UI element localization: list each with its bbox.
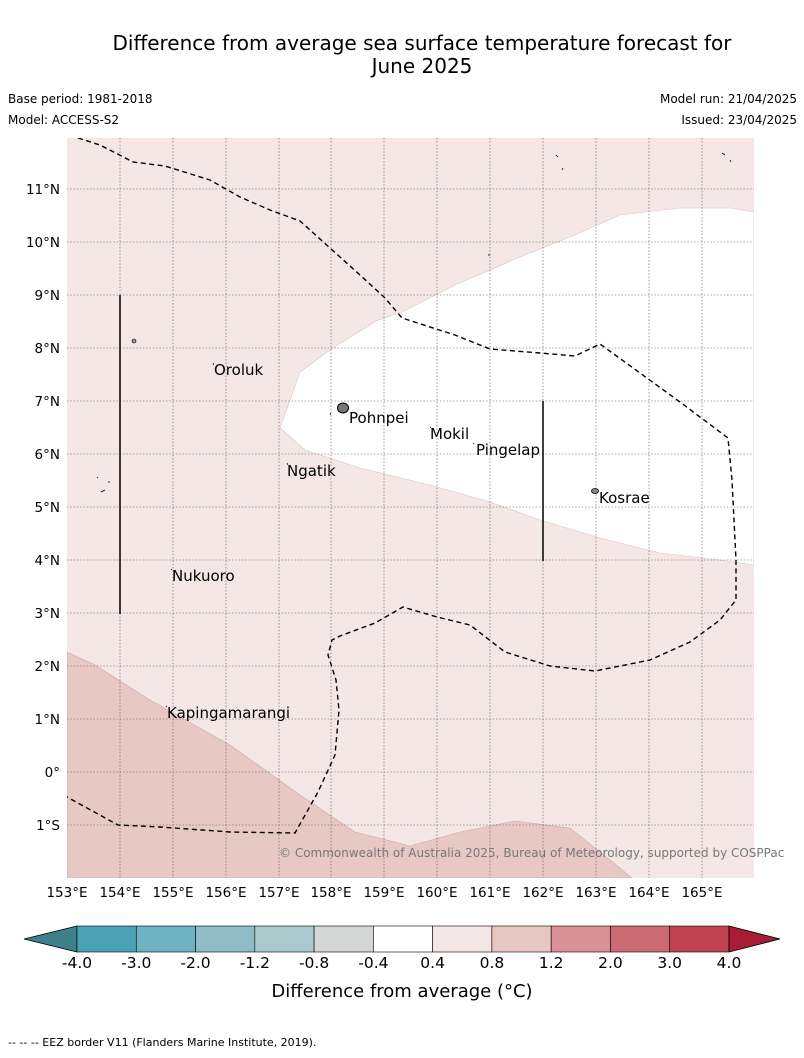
colorbar-tick-label: -1.2 <box>240 954 270 972</box>
lon-label: 155°E <box>152 885 193 901</box>
lat-label: 7°N <box>35 394 60 410</box>
lat-label: 11°N <box>26 182 60 198</box>
colorbar-tick-label: 2.0 <box>598 954 623 972</box>
place-label-kapingamarangi: Kapingamarangi <box>167 704 290 722</box>
colorbar-tick-label: -4.0 <box>62 954 92 972</box>
lon-label: 162°E <box>522 885 563 901</box>
anomaly-band-0-8-to-1-2 <box>67 651 633 878</box>
lon-label: 158°E <box>310 885 351 901</box>
sst-anomaly-map: Oroluk Pohnpei Mokil Pingelap Ngatik Kos… <box>23 138 784 1002</box>
lat-label: 9°N <box>35 288 60 304</box>
pohnpei-island <box>337 402 349 414</box>
graticule <box>67 138 754 878</box>
colorbar-cells <box>76 925 730 953</box>
colorbar-cell <box>76 925 137 953</box>
colorbar-under-arrow <box>23 925 78 953</box>
colorbar-cell <box>373 925 433 953</box>
colorbar-tick-label: 4.0 <box>717 954 742 972</box>
small-islets <box>96 152 732 708</box>
lon-label: 161°E <box>469 885 510 901</box>
place-label-oroluk: Oroluk <box>214 361 263 379</box>
colorbar-tick-label: 3.0 <box>657 954 682 972</box>
near-average-region <box>279 207 754 566</box>
lat-label: 3°N <box>35 606 60 622</box>
colorbar-cell <box>313 925 374 953</box>
colorbar-ticks: -4.0 -3.0 -2.0 -1.2 -0.8 -0.4 0.4 0.8 1.2 2.0 3.0 4… <box>62 954 741 972</box>
colorbar-tick-label: -2.0 <box>180 954 210 972</box>
colorbar-cell <box>550 925 611 953</box>
model-run-date: Model run: 21/04/2025 <box>659 92 797 106</box>
title-line-2: June 2025 <box>371 54 473 78</box>
place-label-pohnpei: Pohnpei <box>349 409 409 427</box>
lon-label: 164°E <box>628 885 669 901</box>
colorbar-cell <box>491 925 552 953</box>
lat-label: 8°N <box>35 341 60 357</box>
place-label-mokil: Mokil <box>430 425 469 443</box>
base-period: Base period: 1981-2018 <box>8 92 153 106</box>
colorbar-tick-label: -0.4 <box>358 954 388 972</box>
chart-title: Difference from average sea surface temp… <box>40 32 804 78</box>
lon-label: 154°E <box>99 885 140 901</box>
island-dot <box>131 338 137 344</box>
lat-label: 1°S <box>36 818 60 834</box>
colorbar: -4.0 -3.0 -2.0 -1.2 -0.8 -0.4 0.4 0.8 1.2 2.0 3.0 4… <box>23 925 781 1002</box>
longitude-labels: 153°E 154°E 155°E 156°E 157°E 158°E 159°… <box>46 885 722 901</box>
colorbar-over-arrow <box>728 925 781 953</box>
lon-label: 153°E <box>46 885 87 901</box>
colorbar-tick-label: -0.8 <box>299 954 329 972</box>
issued-date: Issued: 23/04/2025 <box>681 113 797 127</box>
colorbar-cell <box>432 925 493 953</box>
lon-label: 160°E <box>416 885 457 901</box>
lat-label: 6°N <box>35 447 60 463</box>
colorbar-tick-label: 0.4 <box>420 954 445 972</box>
colorbar-title: Difference from average (°C) <box>271 981 532 1002</box>
model-name: Model: ACCESS-S2 <box>8 113 120 127</box>
map-area <box>67 138 754 878</box>
place-label-nukuoro: Nukuoro <box>172 567 235 585</box>
lon-label: 157°E <box>258 885 299 901</box>
lon-label: 165°E <box>681 885 722 901</box>
colorbar-tick-label: 1.2 <box>539 954 564 972</box>
lat-label: 4°N <box>35 553 60 569</box>
latitude-labels: 11°N 10°N 9°N 8°N 7°N 6°N 5°N 4°N 3°N 2°… <box>26 182 60 834</box>
colorbar-cell <box>135 925 196 953</box>
copyright-credit: © Commonwealth of Australia 2025, Bureau… <box>279 846 784 860</box>
lat-label: 0° <box>45 765 60 781</box>
lat-label: 10°N <box>26 235 60 251</box>
lon-label: 163°E <box>575 885 616 901</box>
lat-label: 2°N <box>35 659 60 675</box>
place-label-kosrae: Kosrae <box>599 489 650 507</box>
colorbar-cell <box>610 925 671 953</box>
colorbar-tick-label: -3.0 <box>121 954 151 972</box>
colorbar-cell <box>669 925 730 953</box>
lat-label: 1°N <box>35 712 60 728</box>
title-line-1: Difference from average sea surface temp… <box>112 31 732 55</box>
lon-label: 156°E <box>205 885 246 901</box>
eez-legend-footnote: -- -- -- EEZ border V11 (Flanders Marine… <box>8 1036 317 1049</box>
place-labels: Oroluk Pohnpei Mokil Pingelap Ngatik Kos… <box>167 361 650 722</box>
lat-label: 5°N <box>35 500 60 516</box>
colorbar-cell <box>195 925 256 953</box>
lon-label: 159°E <box>363 885 404 901</box>
place-label-pingelap: Pingelap <box>476 441 540 459</box>
colorbar-cell <box>254 925 315 953</box>
kosrae-island <box>591 488 599 494</box>
colorbar-tick-label: 0.8 <box>480 954 505 972</box>
place-label-ngatik: Ngatik <box>287 462 336 480</box>
